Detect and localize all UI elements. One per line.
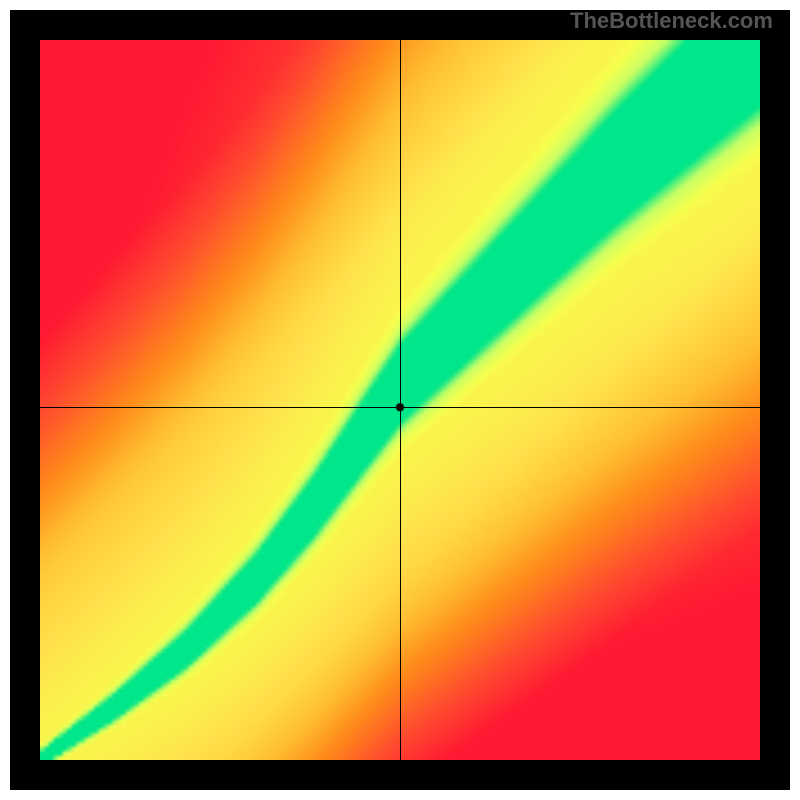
watermark-text: TheBottleneck.com	[570, 8, 773, 34]
crosshair-vertical	[400, 40, 401, 760]
heatmap-plot	[40, 40, 760, 760]
